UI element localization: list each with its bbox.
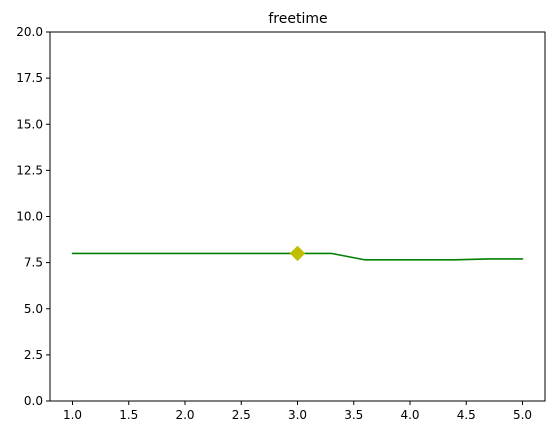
x-tick-label: 3.0 [288,408,307,422]
y-tick-label: 15.0 [16,117,43,131]
x-tick-label: 2.0 [175,408,194,422]
x-tick-label: 2.5 [232,408,251,422]
y-tick-label: 17.5 [16,71,43,85]
y-tick-label: 5.0 [24,302,43,316]
marker-layer [289,245,306,262]
y-tick-label: 2.5 [24,348,43,362]
x-tick-label: 4.5 [457,408,476,422]
y-tick-label: 7.5 [24,256,43,270]
y-tick-label: 12.5 [16,163,43,177]
chart-title: freetime [268,11,327,27]
x-tick-label: 3.5 [344,408,363,422]
x-tick-label: 5.0 [513,408,532,422]
y-tick-label: 20.0 [16,25,43,39]
x-tick-label: 1.0 [63,408,82,422]
highlight-marker [289,245,306,262]
x-tick-label: 1.5 [119,408,138,422]
y-tick-label: 10.0 [16,210,43,224]
x-axis-ticks: 1.0 1.5 2.0 2.5 3.0 3.5 4.0 4.5 5.0 [63,401,532,422]
plot-frame [49,31,546,402]
y-tick-label: 0.0 [24,394,43,408]
x-tick-label: 4.0 [400,408,419,422]
y-axis-ticks: 0.0 2.5 5.0 7.5 10.0 12.5 15.0 17.5 20.0 [16,25,50,408]
